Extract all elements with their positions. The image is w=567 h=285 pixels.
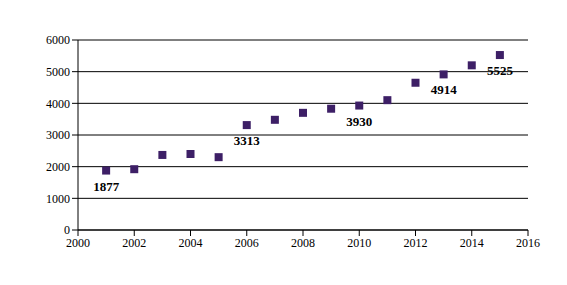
svg-text:2016: 2016 xyxy=(516,236,540,250)
svg-text:2010: 2010 xyxy=(347,236,371,250)
svg-text:5525: 5525 xyxy=(487,63,514,78)
svg-text:1000: 1000 xyxy=(46,192,70,206)
svg-text:3930: 3930 xyxy=(346,114,372,129)
svg-text:3313: 3313 xyxy=(234,133,261,148)
svg-text:2002: 2002 xyxy=(122,236,146,250)
svg-text:4914: 4914 xyxy=(431,82,458,97)
svg-text:2004: 2004 xyxy=(179,236,203,250)
svg-text:2008: 2008 xyxy=(291,236,315,250)
svg-text:1877: 1877 xyxy=(93,179,120,194)
svg-text:2012: 2012 xyxy=(404,236,428,250)
svg-text:6000: 6000 xyxy=(46,33,70,47)
svg-text:0: 0 xyxy=(64,223,70,237)
svg-text:4000: 4000 xyxy=(46,97,70,111)
svg-text:2000: 2000 xyxy=(46,160,70,174)
svg-text:5000: 5000 xyxy=(46,65,70,79)
svg-text:3000: 3000 xyxy=(46,128,70,142)
svg-text:2000: 2000 xyxy=(66,236,90,250)
svg-text:2006: 2006 xyxy=(235,236,259,250)
svg-text:2014: 2014 xyxy=(460,236,484,250)
